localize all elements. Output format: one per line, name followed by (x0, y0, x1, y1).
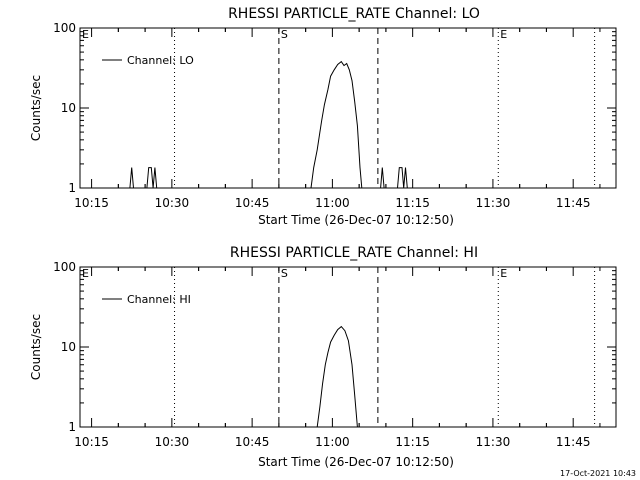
x-tick-label: 10:30 (155, 435, 190, 449)
series-line-1 (397, 167, 408, 189)
series-line-1 (380, 167, 385, 189)
x-tick-label: 10:15 (74, 435, 109, 449)
x-axis-label: Start Time (26-Dec-07 10:12:50) (258, 455, 454, 469)
event-marker-label: S (281, 267, 288, 280)
x-tick-label: 10:15 (74, 196, 109, 210)
y-tick-label: 100 (53, 260, 76, 274)
legend-entry: Channel: LO (127, 54, 194, 67)
x-tick-label: 11:00 (315, 435, 350, 449)
chart-panel-2: RHESSI PARTICLE_RATE Channel: HI 1 10 100 10… (29, 245, 617, 469)
y-tick-label: 100 (53, 21, 76, 35)
x-tick-label: 10:45 (235, 435, 270, 449)
y-axis-label: Counts/sec (29, 75, 43, 141)
x-tick-label: 11:15 (395, 196, 430, 210)
chart-panel-1: RHESSI PARTICLE_RATE Channel: LO 1 10 100 10… (29, 6, 617, 227)
plot-frame (79, 27, 617, 189)
plot-frame (79, 266, 617, 428)
y-tick-label: 10 (61, 101, 76, 115)
x-tick-label: 11:30 (476, 196, 511, 210)
x-tick-label: 10:45 (235, 196, 270, 210)
series-line-1 (310, 60, 363, 189)
series-line-1 (129, 167, 134, 189)
x-tick-label: 11:45 (556, 196, 591, 210)
series-line-1 (316, 325, 358, 428)
x-tick-label: 11:15 (395, 435, 430, 449)
event-marker-label: E (500, 267, 507, 280)
series-line-1 (146, 167, 158, 189)
y-axis-label: Counts/sec (29, 314, 43, 380)
chart-title: RHESSI PARTICLE_RATE Channel: LO (228, 6, 480, 22)
x-tick-label: 11:00 (315, 196, 350, 210)
x-tick-label: 11:30 (476, 435, 511, 449)
event-marker-label: S (281, 28, 288, 41)
event-marker-label: E (82, 28, 89, 41)
x-tick-label: 10:30 (155, 196, 190, 210)
x-axis-label: Start Time (26-Dec-07 10:12:50) (258, 213, 454, 227)
y-tick-label: 1 (68, 420, 76, 434)
y-tick-label: 10 (61, 340, 76, 354)
chart-title: RHESSI PARTICLE_RATE Channel: HI (230, 245, 478, 261)
event-marker-label: E (500, 28, 507, 41)
x-tick-label: 11:45 (556, 435, 591, 449)
footer-timestamp: 17-Oct-2021 10:43 (560, 469, 636, 478)
y-tick-label: 1 (68, 181, 76, 195)
event-marker-label: E (82, 267, 89, 280)
legend-entry: Channel: HI (127, 293, 191, 306)
